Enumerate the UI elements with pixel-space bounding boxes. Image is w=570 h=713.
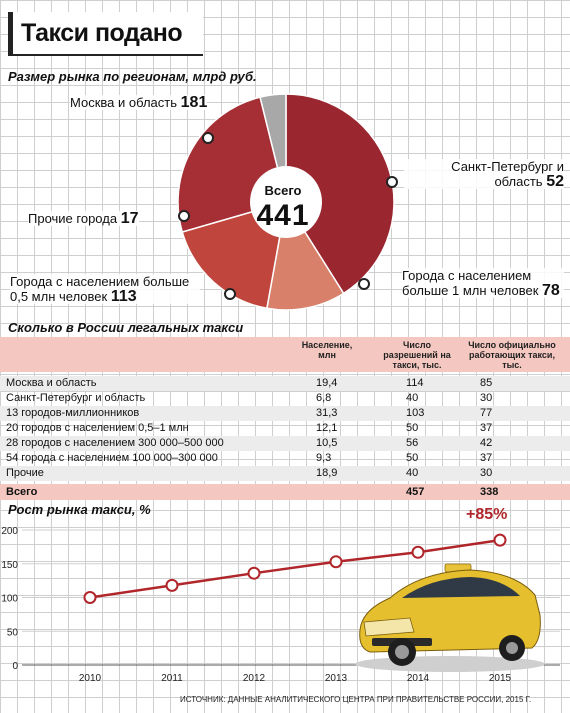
pie-marker-other [178, 210, 190, 222]
label-other-name: Прочие города [28, 211, 118, 226]
table-cell: 37 [480, 422, 493, 434]
table-row-label: Прочие [6, 467, 44, 479]
car-windshield [402, 577, 520, 598]
label-moscow: Москва и область 181 [70, 94, 208, 111]
y-tick-label: 100 [1, 594, 18, 605]
y-tick-label: 200 [1, 526, 18, 537]
car-rear-rim [506, 642, 518, 654]
y-tick-label: 50 [7, 627, 19, 638]
table-cell: 40 [406, 467, 419, 479]
pie-center-hole [250, 166, 322, 238]
taxi-table-title: Сколько в России легальных такси [8, 320, 244, 335]
table-row-label: Санкт-Петербург и область [6, 392, 146, 404]
table-row-bg [0, 436, 570, 451]
x-tick-label: 2015 [489, 673, 512, 684]
table-cell: 103 [406, 407, 425, 419]
y-tick-label: 150 [1, 560, 18, 571]
label-million: Города с населением больше 1 млн человек… [402, 268, 564, 299]
table-cell: 85 [480, 377, 493, 389]
y-tick-label: 0 [12, 661, 18, 672]
x-tick-label: 2012 [243, 673, 266, 684]
page-title: Такси подано [8, 12, 203, 56]
growth-series-line [89, 538, 501, 599]
table-cell: 50 [406, 422, 419, 434]
growth-point [411, 545, 425, 559]
table-cell: 12,1 [316, 422, 338, 434]
pie-marker-million [358, 278, 370, 290]
growth-point [83, 591, 97, 604]
growth-chart-title: Рост рынка такси, % [8, 502, 151, 517]
label-half-million-value: 113 [110, 288, 137, 305]
label-other-value: 17 [120, 210, 139, 227]
table-cell: 77 [480, 407, 493, 419]
table-cell: 40 [406, 392, 419, 404]
growth-annotation: +85% [466, 506, 508, 523]
table-row-label: 13 городов-миллионников [6, 407, 140, 419]
label-spb: Санкт-Петербург и область 52 [404, 159, 564, 190]
table-cell: 56 [406, 437, 419, 449]
growth-point [329, 555, 343, 569]
table-cell: 10,5 [316, 437, 338, 449]
total-row-label: Всего [6, 486, 38, 498]
pie-total-label: Всего [264, 183, 302, 198]
pie-marker-half-million [224, 288, 236, 300]
table-cell: 42 [480, 437, 493, 449]
table-row-bg [0, 466, 570, 481]
table-total-band [0, 484, 570, 500]
label-other: Прочие города 17 [28, 210, 139, 227]
table-cell: 18,9 [316, 467, 338, 479]
pie-slice-million [181, 200, 287, 310]
table-row-label: Москва и область [6, 377, 97, 389]
car-front-rim [395, 645, 409, 659]
pie-total-value: 441 [256, 199, 310, 232]
total-working-taxis: 338 [480, 486, 499, 498]
growth-point [493, 533, 507, 547]
x-tick-label: 2011 [161, 673, 183, 684]
table-row-label: 28 городов с населением 300 000–500 000 [6, 437, 224, 449]
pie-marker-moscow [202, 132, 214, 144]
label-moscow-name: Москва и область [70, 95, 178, 110]
label-half-million: Города с населением больше 0,5 млн челов… [10, 274, 200, 305]
total-permits: 457 [406, 486, 425, 498]
table-cell: 50 [406, 452, 419, 464]
table-cell: 30 [480, 392, 493, 404]
car-headlight [363, 617, 415, 637]
source-note: ИСТОЧНИК: ДАННЫЕ АНАЛИТИЧЕСКОГО ЦЕНТРА П… [180, 695, 532, 704]
growth-line-chart: 0 50 100 150 200 2010 2011 2012 2013 2014 2015 [1, 526, 560, 684]
table-row-bg [0, 376, 570, 391]
table-cell: 31,3 [316, 407, 338, 419]
table-cell: 6,8 [316, 392, 332, 404]
x-tick-label: 2013 [325, 673, 348, 684]
market-chart-title: Размер рынка по регионам, млрд руб. [8, 69, 257, 84]
table-cell: 37 [480, 452, 493, 464]
table-cell: 114 [406, 377, 424, 389]
label-half-million-name: Города с населением больше 0,5 млн челов… [10, 274, 190, 304]
market-pie-chart [177, 93, 398, 311]
table-cell: 19,4 [316, 377, 338, 389]
x-tick-label: 2010 [79, 673, 102, 684]
growth-point [165, 578, 179, 592]
col-working-taxis: Число официально работающих такси, тыс. [468, 340, 556, 370]
table-cell: 9,3 [316, 452, 332, 464]
col-permits: Число разрешений на такси, тыс. [383, 340, 451, 370]
x-tick-label: 2014 [407, 673, 430, 684]
table-row-bg [0, 406, 570, 421]
col-population: Население, млн [301, 340, 353, 360]
taxi-car-image [355, 563, 545, 672]
label-moscow-value: 181 [180, 94, 208, 111]
table-cell: 30 [480, 467, 493, 479]
label-million-value: 78 [542, 282, 560, 299]
label-spb-name: Санкт-Петербург и область [451, 159, 564, 189]
pie-marker-spb [386, 176, 398, 188]
table-header-band [0, 337, 570, 372]
table-row-label: 54 города с населением 100 000–300 000 [6, 452, 218, 464]
label-spb-value: 52 [546, 173, 564, 190]
growth-point [247, 566, 261, 580]
table-row-label: 20 городов с населением 0,5–1 млн [6, 422, 189, 434]
label-million-name: Города с населением больше 1 млн человек [402, 268, 539, 298]
